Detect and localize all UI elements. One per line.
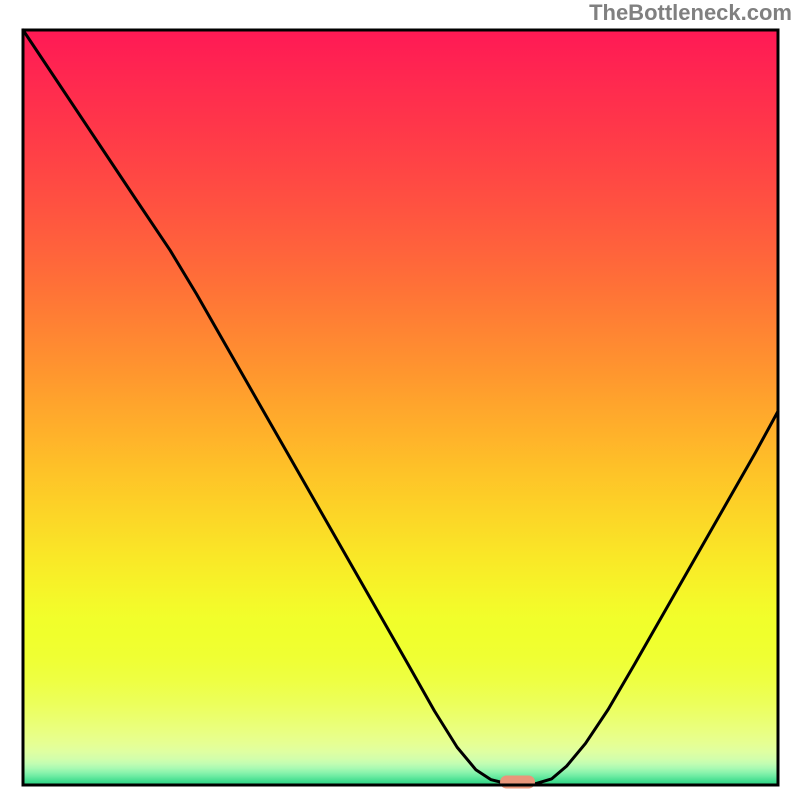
watermark-text: TheBottleneck.com	[589, 0, 792, 26]
plot-area	[23, 30, 778, 788]
bottleneck-chart: TheBottleneck.com	[0, 0, 800, 800]
optimal-marker	[500, 775, 535, 788]
chart-svg	[0, 0, 800, 800]
gradient-background	[23, 30, 778, 785]
